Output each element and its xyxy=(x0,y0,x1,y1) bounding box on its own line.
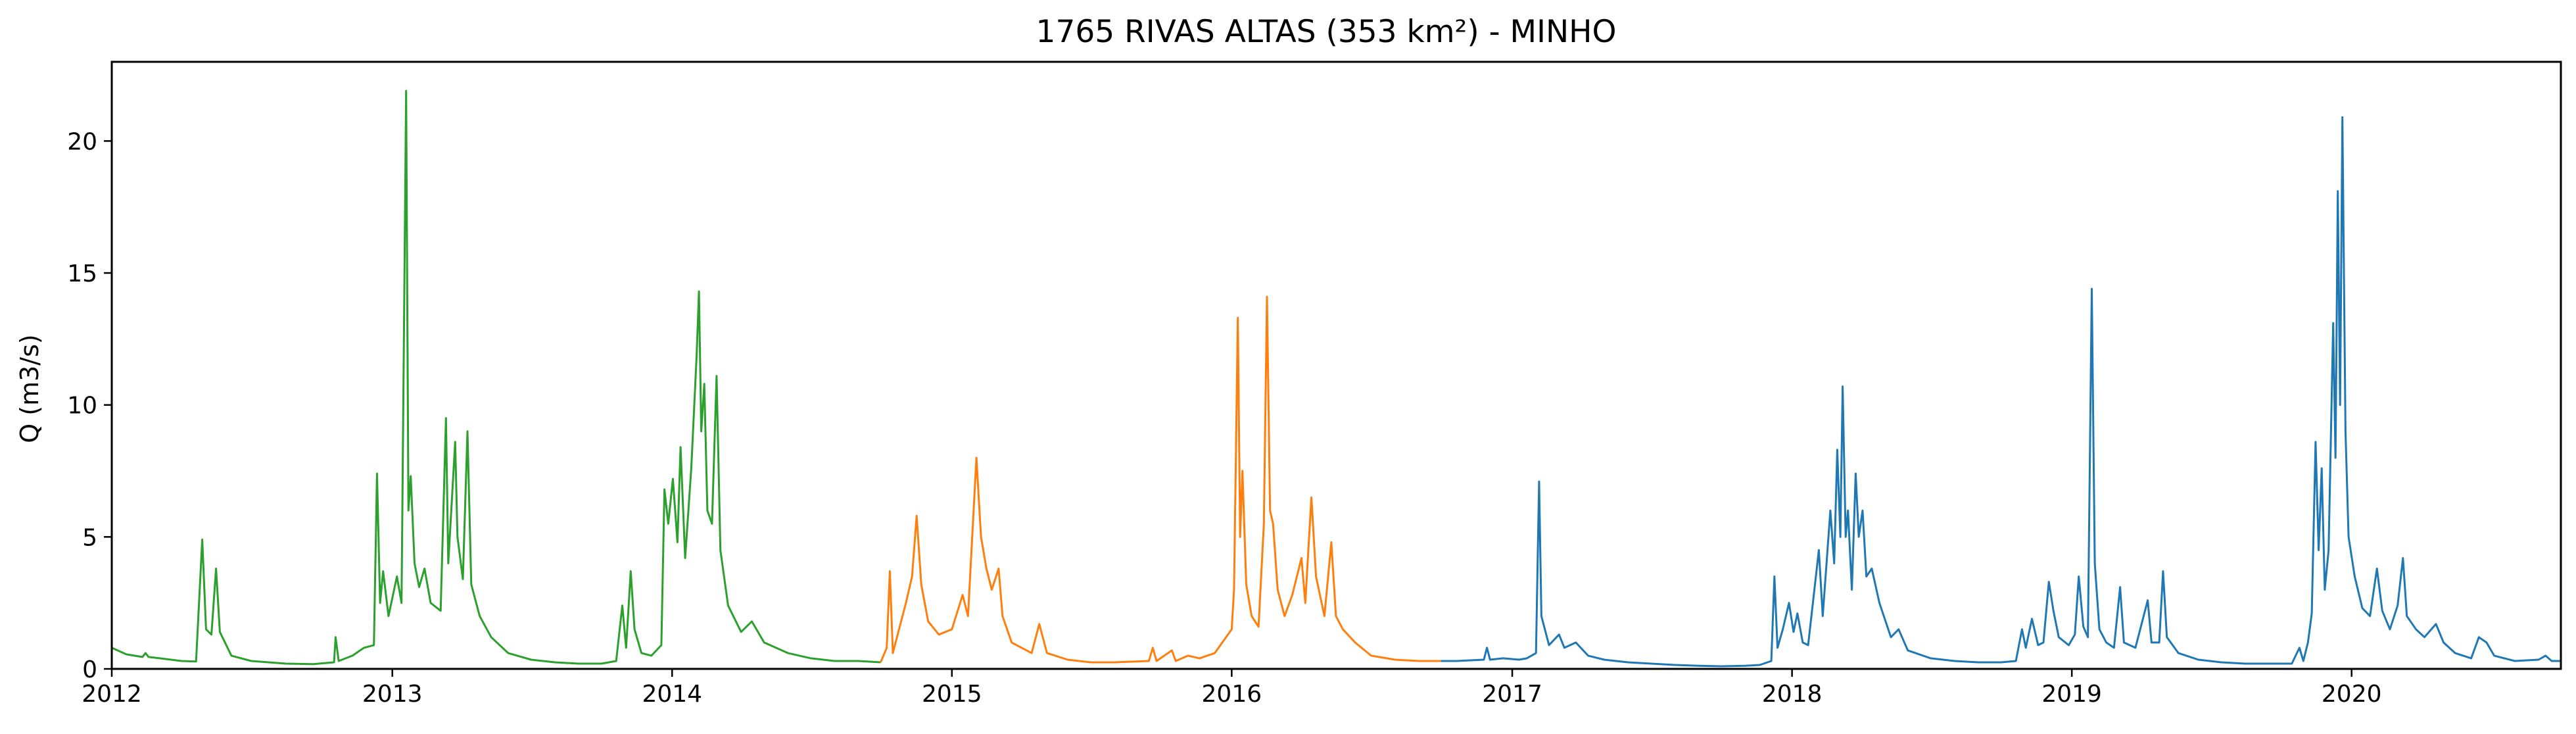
y-tick-label: 15 xyxy=(67,260,97,287)
y-tick-label: 20 xyxy=(67,128,97,155)
x-tick-label: 2019 xyxy=(2041,681,2102,708)
series-line-1 xyxy=(111,89,881,666)
x-tick-label: 2014 xyxy=(642,681,702,708)
axis-ticks: 2012 2013 2014 2015 2016 2017 2018 2019 20200510… xyxy=(67,128,2381,708)
y-tick-label: 10 xyxy=(67,393,97,420)
x-tick-label: 2020 xyxy=(2322,681,2382,708)
x-tick-label: 2018 xyxy=(1762,681,1823,708)
chart-title: 1765 RIVAS ALTAS (353 km²) - MINHO xyxy=(1036,14,1617,50)
x-tick-label: 2012 xyxy=(82,681,142,708)
y-tick-label: 5 xyxy=(82,524,97,551)
series-line-3 xyxy=(1441,116,2561,668)
y-tick-label: 0 xyxy=(82,656,97,683)
series-line-2 xyxy=(880,295,1441,664)
x-tick-label: 2013 xyxy=(362,681,423,708)
x-tick-label: 2017 xyxy=(1482,681,1542,708)
x-tick-label: 2015 xyxy=(922,681,982,708)
plot-frame xyxy=(110,61,2562,670)
plot-area xyxy=(111,89,2561,668)
y-axis-label: Q (m3/s) xyxy=(15,334,44,443)
x-tick-label: 2016 xyxy=(1202,681,1262,708)
